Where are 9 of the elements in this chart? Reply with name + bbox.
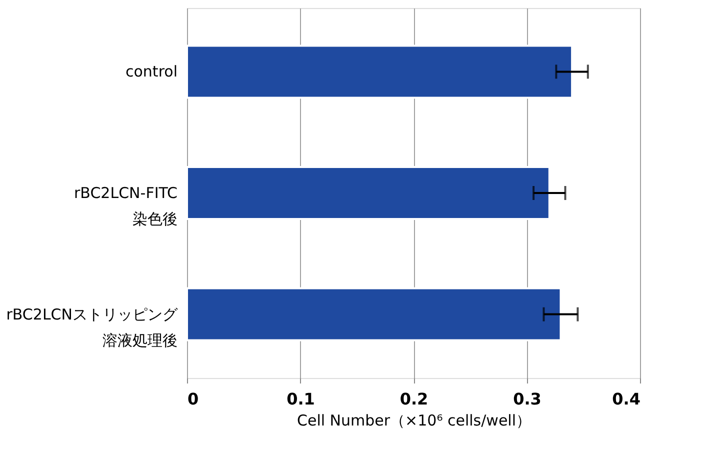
x-tick-label: 0.1 [286,390,315,408]
x-axis-title: Cell Number（×10⁶ cells/well） [296,412,532,430]
x-tick-label: 0 [188,390,199,408]
x-tick-label: 0.4 [612,390,640,408]
x-tick-label: 0.2 [400,390,428,408]
y-tick-label: rBC2LCN-FITC 染色後 [74,184,178,228]
y-tick-label: control [126,62,178,81]
x-tick-label: 0.3 [513,390,542,408]
y-tick-label: rBC2LCNストリッピング溶液処理後 [6,305,178,350]
